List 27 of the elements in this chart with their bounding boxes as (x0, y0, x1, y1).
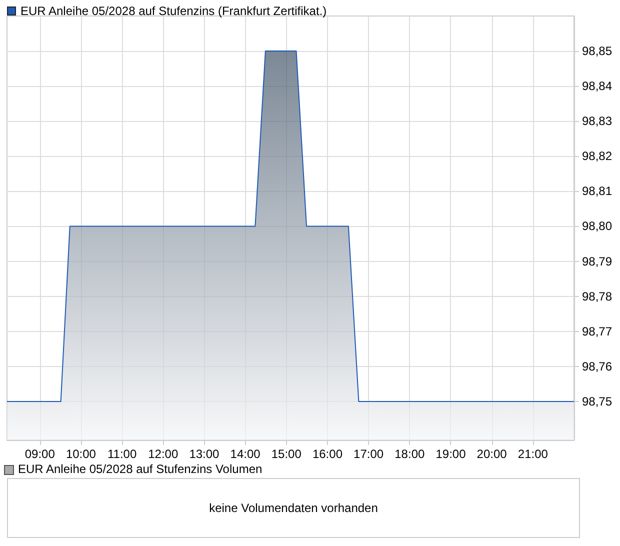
y-tick-label: 98,81 (582, 184, 612, 198)
y-tick-label: 98,84 (582, 79, 612, 94)
y-tick-label: 98,77 (582, 324, 612, 338)
y-tick-label: 98,75 (582, 394, 612, 408)
x-tick-label: 19:00 (436, 447, 466, 461)
text: keine Volumendaten vorhanden (209, 501, 378, 515)
y-tick-label: 98,83 (582, 114, 612, 128)
y-tick-label: 98,79 (582, 254, 612, 268)
x-tick-label: 10:00 (66, 447, 96, 461)
x-tick-label: 18:00 (394, 447, 425, 461)
x-tick-label: 21:00 (518, 447, 548, 461)
y-tick-label: 98,80 (582, 219, 612, 234)
x-tick-label: 12:00 (148, 447, 178, 461)
x-tick-label: 11:00 (107, 447, 137, 461)
x-tick-label: 20:00 (476, 447, 508, 461)
y-tick-label: 98,78 (582, 289, 612, 304)
x-tick-label: 16:00 (312, 447, 343, 461)
x-tick-label: 14:00 (230, 447, 261, 461)
legend-label: EUR Anleihe 05/2028 auf Stufenzins (Frankfurt Zertifikat.) (20, 4, 327, 18)
x-tick-label: 15:00 (271, 447, 302, 461)
y-tick-label: 98,85 (582, 44, 612, 58)
y-tick-label: 98,82 (582, 149, 612, 164)
text: EUR Anleihe 05/2028 auf Stufenzins Volumen (18, 462, 262, 476)
y-tick-label: 98,76 (582, 359, 612, 374)
x-tick-label: 09:00 (24, 447, 56, 461)
x-tick-label: 13:00 (189, 447, 220, 461)
x-tick-label: 17:00 (354, 447, 384, 461)
